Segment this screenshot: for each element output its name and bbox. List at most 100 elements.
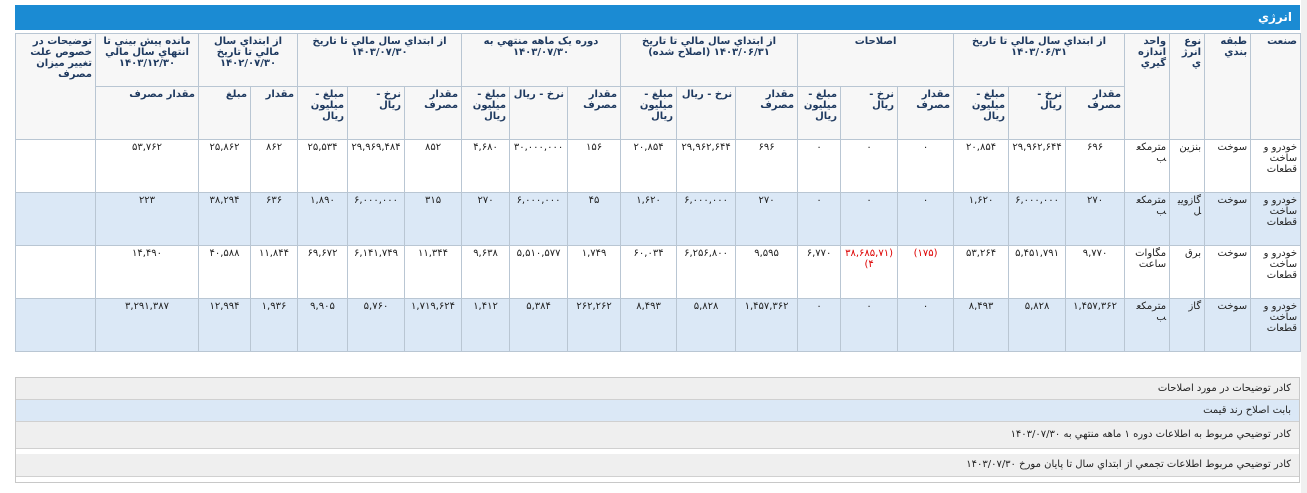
cell: ۶۹,۶۷۲ [297,245,349,299]
cell: ۱۴,۴۹۰ [95,245,199,299]
group-header: اصلاحات [797,33,955,87]
cell: ۱,۴۵۷,۳۶۲ [1065,298,1126,352]
cell: ۲۹,۹۶۲,۶۴۴ [1008,139,1067,193]
cell: ۶,۷۷۰ [797,245,842,299]
cell: ۰ [797,192,842,246]
cell: ۲۶۲,۲۶۲ [567,298,622,352]
cell: ۶۰,۰۳۴ [620,245,678,299]
cell: ۰ [897,298,955,352]
cell: برق [1169,245,1206,299]
cell: ۱۵۶ [567,139,622,193]
cell: ۲۹,۹۶۹,۴۸۴ [347,139,406,193]
cell: ۵,۸۲۸ [1008,298,1067,352]
column-header: نرخ - ريال [676,86,737,140]
group-header: مانده پيش بيني تا انتهاي سال مالي ۱۴۰۳/۱… [95,33,199,87]
cell: مترمکعب [1124,139,1171,193]
cell: ۴۵ [567,192,622,246]
cell: ۰ [840,298,899,352]
note-label: کادر توضيحي مربوط به اطلاعات دوره ۱ ماهه… [16,422,1299,449]
cell: ۳۰,۰۰۰,۰۰۰ [509,139,569,193]
cell: ۶۳۶ [250,192,299,246]
cell: خودرو و ساخت قطعات [1250,139,1302,193]
column-header: نرخ - ريال [509,86,569,140]
cell: سوخت [1204,192,1252,246]
cell: ۸,۴۹۳ [620,298,678,352]
header-row: صنعت طبقه بندي نوع انرژي واحد اندازه گيري از… [15,33,1302,140]
column-header: نرخ - ريال [840,86,899,140]
column-header: نرخ - ريال [1008,86,1067,140]
cell: خودرو و ساخت قطعات [1250,192,1302,246]
cell: ۱,۴۵۷,۳۶۲ [735,298,799,352]
cell: ۶,۲۵۶,۸۰۰ [676,245,737,299]
cell: ۳,۲۹۱,۳۸۷ [95,298,199,352]
cell: ۲۵,۵۳۴ [297,139,349,193]
column-header: مبلغ - ميليون ريال [461,86,511,140]
notes: کادر توضيحات در مورد اصلاحات بابت اصلاح … [15,377,1300,483]
data-row: خودرو و ساخت قطعات سوخت گاز مترمکعب ۱,۴۵۷,۳۶… [15,298,1302,352]
cell: سوخت [1204,298,1252,352]
cell: ۵,۵۱۰,۵۷۷ [509,245,569,299]
cell: ۵,۷۶۰ [347,298,406,352]
group-header: از ابتداي سال مالي تا تاريخ ۱۴۰۳/۰۶/۳۱ (… [620,33,799,87]
column-header: مبلغ - ميليون ريال [620,86,678,140]
cell: ۶۹۶ [735,139,799,193]
cell: ۲۰,۸۵۴ [620,139,678,193]
column-header: مقدار [250,86,299,140]
cell: ۰ [897,192,955,246]
cell: ۲۷۰ [1065,192,1126,246]
cell: سوخت [1204,245,1252,299]
cell: ۲۵,۸۶۲ [197,139,252,193]
column-header: مبلغ [197,86,252,140]
column-header: مبلغ - ميليون ريال [797,86,842,140]
column-header: طبقه بندي [1204,33,1252,140]
cell: ۰ [840,139,899,193]
cell: ۶,۱۴۱,۷۴۹ [347,245,406,299]
note-label: کادر توضيحي مربوط اطلاعات تجمعي از ابتدا… [16,454,1299,477]
spacer [16,477,1299,482]
scrollbar [1301,0,1307,493]
energy-table: صنعت طبقه بندي نوع انرژي واحد اندازه گيري از… [15,33,1302,352]
group-header: از ابتداي سال مالي تا تاريخ ۱۴۰۳/۰۶/۳۱ [953,33,1126,87]
cell: ۱۱,۳۴۴ [404,245,463,299]
group-header: از ابتداي سال مالي تا تاريخ ۱۴۰۳/۰۷/۳۰ [297,33,463,87]
cell: ۱,۶۲۰ [620,192,678,246]
cell: ۹,۶۳۸ [461,245,511,299]
cell: ۱,۷۱۹,۶۲۴ [404,298,463,352]
cell: ۶,۰۰۰,۰۰۰ [676,192,737,246]
cell: مترمکعب [1124,298,1171,352]
cell: خودرو و ساخت قطعات [1250,298,1302,352]
cell: ۹,۵۹۵ [735,245,799,299]
cell: (۱۷۵) [897,245,955,299]
data-row: خودرو و ساخت قطعات سوخت گازوييل مترمکعب ۲۷۰ ۶… [15,192,1302,246]
cell: ۱۲,۹۹۴ [197,298,252,352]
cell: ۳۸,۲۹۴ [197,192,252,246]
cell: گاز [1169,298,1206,352]
cell: ۶۹۶ [1065,139,1126,193]
column-header: مقدار مصرف [95,86,199,140]
spacer [16,449,1299,454]
cell: ۱,۷۴۹ [567,245,622,299]
header-row: مقدار مصرف نرخ - ريال مبلغ - ميليون ريال مق… [16,86,1301,140]
cell: ۱,۶۲۰ [953,192,1010,246]
column-header: مقدار مصرف [735,86,799,140]
group-header: دوره يک ماهه منتهي به ۱۴۰۳/۰۷/۳۰ [461,33,622,87]
cell: ۵,۸۲۸ [676,298,737,352]
column-header: نرخ - ريال [347,86,406,140]
cell: ۴۰,۵۸۸ [197,245,252,299]
cell: ۸,۴۹۳ [953,298,1010,352]
cell: خودرو و ساخت قطعات [1250,245,1302,299]
cell [15,245,96,299]
column-header: مقدار مصرف [897,86,955,140]
column-header: توضيحات در خصوص علت تغيير ميزان مصرف [15,33,96,140]
section-title: انرژي [15,5,1300,30]
cell: ۰ [897,139,955,193]
cell: ۰ [797,139,842,193]
cell: ۲۲۳ [95,192,199,246]
column-header: نوع انرژي [1169,33,1206,140]
cell: ۴,۶۸۰ [461,139,511,193]
cell: ۱,۸۹۰ [297,192,349,246]
cell: ۶,۰۰۰,۰۰۰ [347,192,406,246]
cell: ۶,۰۰۰,۰۰۰ [509,192,569,246]
cell: ۶,۰۰۰,۰۰۰ [1008,192,1067,246]
